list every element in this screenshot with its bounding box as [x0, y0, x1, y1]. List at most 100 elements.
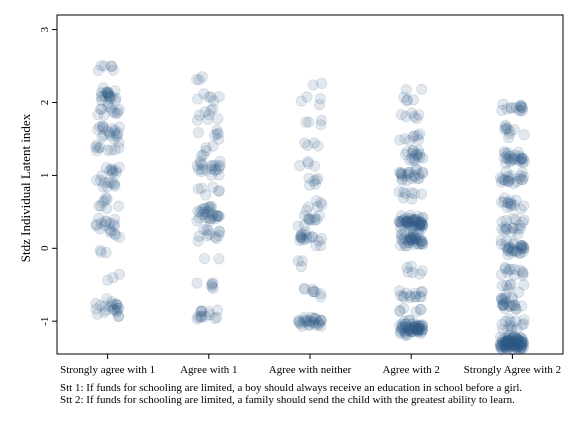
data-point — [396, 240, 406, 250]
x-tick-label: Strongly Agree with 2 — [464, 364, 561, 376]
data-point — [395, 306, 405, 316]
data-point — [400, 228, 410, 238]
data-point — [201, 165, 211, 175]
data-point — [95, 224, 105, 234]
data-point — [212, 125, 222, 135]
data-point — [194, 75, 204, 85]
data-point — [316, 241, 326, 251]
data-point — [114, 137, 124, 147]
data-point — [398, 291, 408, 301]
data-point — [114, 269, 124, 279]
data-point — [304, 173, 314, 183]
data-point — [519, 130, 529, 140]
data-point — [214, 186, 224, 196]
data-point — [203, 114, 213, 124]
data-point — [91, 304, 101, 314]
data-point — [316, 198, 326, 208]
data-point — [517, 267, 527, 277]
data-point — [399, 92, 409, 102]
data-point — [99, 61, 109, 71]
data-point — [103, 87, 113, 97]
data-point — [499, 197, 509, 207]
data-points — [91, 60, 530, 355]
data-point — [101, 247, 111, 257]
data-point — [112, 307, 122, 317]
x-tick-label: Agree with 2 — [382, 364, 439, 376]
data-point — [307, 284, 317, 294]
data-point — [214, 92, 224, 102]
data-point — [301, 117, 311, 127]
data-point — [412, 113, 422, 123]
y-tick-label: 3 — [39, 26, 51, 32]
data-point — [202, 225, 212, 235]
data-point — [192, 115, 202, 125]
data-point — [405, 322, 415, 332]
data-point — [91, 142, 101, 152]
data-point — [415, 304, 425, 314]
data-point — [504, 243, 514, 253]
data-point — [394, 135, 404, 145]
y-tick-label: 0 — [39, 245, 51, 251]
x-tick-label: Agree with 1 — [180, 364, 237, 376]
data-point — [500, 339, 510, 349]
data-point — [316, 78, 326, 88]
y-tick-label: -1 — [39, 317, 51, 326]
data-point — [417, 84, 427, 94]
footnote-statement-2: Stt 2: If funds for schooling are limite… — [60, 395, 515, 406]
footnote-statement-1: Stt 1: If funds for schooling are limite… — [60, 383, 522, 394]
x-tick-label: Agree with neither — [269, 364, 352, 376]
data-point — [516, 337, 526, 347]
data-point — [413, 131, 423, 141]
data-point — [313, 141, 323, 151]
data-point — [214, 254, 224, 264]
data-point — [215, 160, 225, 170]
data-point — [106, 145, 116, 155]
data-point — [516, 241, 526, 251]
data-point — [504, 176, 514, 186]
data-point — [503, 267, 513, 277]
data-point — [511, 304, 521, 314]
data-point — [107, 167, 117, 177]
data-point — [193, 206, 203, 216]
data-point — [193, 127, 203, 137]
data-point — [519, 201, 529, 211]
data-point — [410, 291, 420, 301]
data-point — [507, 292, 517, 302]
data-point — [407, 194, 417, 204]
data-point — [315, 94, 325, 104]
data-point — [300, 138, 310, 148]
data-point — [197, 311, 207, 321]
x-tick-label: Strongly agree with 1 — [60, 364, 155, 376]
data-point — [411, 215, 421, 225]
data-point — [500, 316, 510, 326]
data-point — [192, 94, 202, 104]
data-point — [519, 280, 529, 290]
y-tick-label: 2 — [39, 100, 51, 106]
data-point — [403, 267, 413, 277]
data-point — [396, 169, 406, 179]
data-point — [401, 111, 411, 121]
data-point — [304, 233, 314, 243]
data-point — [497, 105, 507, 115]
data-point — [114, 104, 124, 114]
y-axis-title: Stdz Individual Latent index — [18, 113, 33, 262]
data-point — [109, 128, 119, 138]
data-point — [411, 164, 421, 174]
data-point — [394, 187, 404, 197]
data-point — [199, 253, 209, 263]
data-point — [207, 278, 217, 288]
data-point — [103, 101, 113, 111]
data-point — [514, 105, 524, 115]
data-point — [408, 95, 418, 105]
data-point — [519, 156, 529, 166]
data-point — [304, 215, 314, 225]
data-point — [400, 149, 410, 159]
data-point — [192, 278, 202, 288]
data-point — [417, 266, 427, 276]
data-point — [193, 184, 203, 194]
data-point — [208, 104, 218, 114]
data-point — [498, 300, 508, 310]
data-point — [309, 161, 319, 171]
data-point — [418, 153, 428, 163]
